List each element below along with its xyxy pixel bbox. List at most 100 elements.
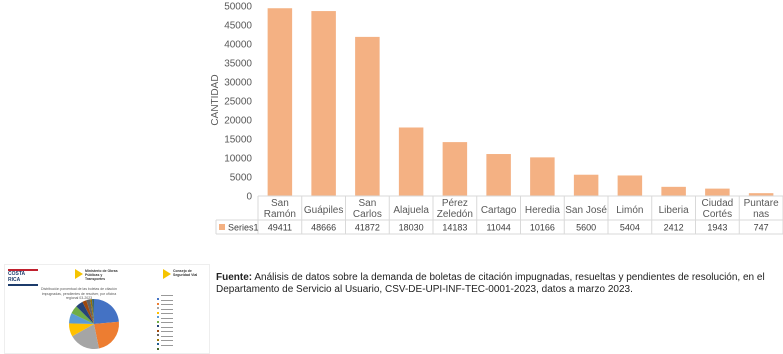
thumbnail-legend-item: [157, 310, 175, 323]
org-middle: Ministerio de Obras Públicas y Transport…: [85, 269, 118, 281]
category-label: Pérez: [442, 198, 468, 209]
y-tick-label: 50000: [224, 2, 252, 13]
data-label: 49411: [268, 223, 292, 233]
pie-slice: [72, 324, 99, 349]
bar: [705, 188, 730, 196]
slide-thumbnail: COSTA RICA Ministerio de Obras Públicas …: [4, 264, 210, 354]
legend-swatch: [157, 320, 159, 323]
data-label: 747: [754, 223, 769, 233]
legend-text-line: [161, 308, 173, 310]
data-table: Series1SanRamón49411Guápiles48666SanCarl…: [215, 195, 783, 235]
y-tick-label: 5000: [230, 173, 253, 184]
category-label: Carlos: [353, 209, 382, 220]
y-axis-label: CANTIDAD: [210, 74, 221, 125]
bar: [748, 193, 774, 196]
bar: [311, 11, 336, 197]
category-label: Alajuela: [393, 205, 429, 216]
category-label: Guápiles: [304, 205, 343, 216]
thumbnail-legend-item: [157, 332, 175, 345]
legend-text-line: [161, 344, 173, 346]
thumbnail-legend-item: [157, 328, 175, 341]
pie-slice: [86, 299, 94, 324]
source-label: Fuente:: [216, 272, 253, 283]
legend-swatch: [157, 316, 159, 318]
thumbnail-legend-item: [157, 292, 175, 305]
category-label: San José: [565, 205, 607, 216]
thumbnail-legend-item: [157, 323, 175, 336]
pie-slice: [93, 299, 94, 324]
y-tick-label: 15000: [224, 135, 252, 146]
bar: [530, 157, 555, 196]
y-tick-label: 35000: [224, 59, 252, 70]
pie-slice: [76, 301, 94, 324]
source-text: Análisis de datos sobre la demanda de bo…: [216, 272, 765, 295]
legend-text-line: [161, 322, 173, 324]
pie-slice: [71, 306, 94, 324]
bar: [267, 8, 293, 196]
org-right: Consejo de Seguridad Vial: [173, 269, 198, 277]
thumbnail-pie-chart: [69, 299, 119, 349]
category-label: San: [271, 198, 289, 209]
y-tick-label: 25000: [224, 97, 252, 108]
legend-swatch: [219, 224, 225, 230]
pie-slice: [69, 313, 94, 324]
bar: [661, 186, 686, 196]
data-label: 1943: [707, 223, 727, 233]
legend-text-line: [161, 304, 173, 306]
thumbnail-legend-item: [157, 337, 175, 350]
pie-slice: [82, 300, 94, 324]
bar: [398, 127, 424, 196]
category-label: Puntare: [744, 198, 779, 209]
pie-slice: [94, 299, 119, 324]
y-tick-label: 20000: [224, 116, 252, 127]
costa-rica-logo: COSTA RICA: [8, 268, 38, 286]
legend-swatch: [157, 298, 159, 300]
legend-swatch: [157, 325, 159, 327]
y-tick-label: 30000: [224, 78, 252, 89]
y-tick-label: 40000: [224, 40, 252, 51]
source-note: Fuente: Análisis de datos sobre la deman…: [216, 272, 781, 296]
legend-text-line: [161, 317, 173, 319]
bar: [486, 154, 511, 196]
thumbnail-legend-item: [157, 296, 175, 309]
legend-label: Series1: [228, 223, 259, 233]
chevron-icon: [75, 269, 83, 279]
legend-text-line: [161, 331, 173, 333]
thumbnail-legend-item: [157, 305, 175, 318]
thumbnail-legend-item: [157, 319, 175, 332]
data-label: 2412: [664, 223, 684, 233]
thumbnail-legend-item: [157, 314, 175, 327]
bars: [267, 8, 774, 197]
legend-swatch: [157, 343, 159, 345]
category-label: Cartago: [481, 205, 517, 216]
data-label: 18030: [399, 223, 424, 233]
bar-chart: CANTIDAD 0 5000 10000 15000 20000 25000 30000 3…: [210, 2, 783, 235]
legend-text-line: [161, 299, 173, 301]
data-label: 41872: [355, 223, 380, 233]
y-tick-label: 10000: [224, 154, 252, 165]
logo-text: COSTA RICA: [8, 271, 25, 283]
category-label: Limón: [616, 205, 643, 216]
chevron-icon: [163, 269, 171, 279]
legend-text-line: [161, 335, 173, 337]
category-label: Zeledón: [437, 209, 473, 220]
bar: [355, 36, 380, 196]
data-label: 5404: [620, 223, 640, 233]
y-tick-label: 0: [246, 192, 252, 203]
legend-swatch: [157, 329, 159, 332]
pie-slice: [69, 323, 94, 337]
data-label: 11044: [486, 223, 510, 233]
category-label: San: [358, 198, 376, 209]
y-tick-label: 45000: [224, 21, 252, 32]
category-label: Liberia: [659, 205, 689, 216]
data-label: 14183: [442, 223, 467, 233]
legend-text-line: [161, 313, 173, 315]
bar: [573, 174, 599, 196]
category-label: Cortés: [703, 209, 732, 220]
legend-swatch: [157, 347, 159, 350]
category-label: Heredia: [525, 205, 560, 216]
legend-swatch: [157, 302, 159, 305]
legend-swatch: [157, 334, 159, 336]
data-label: 5600: [576, 223, 596, 233]
pie-slice: [94, 321, 119, 349]
